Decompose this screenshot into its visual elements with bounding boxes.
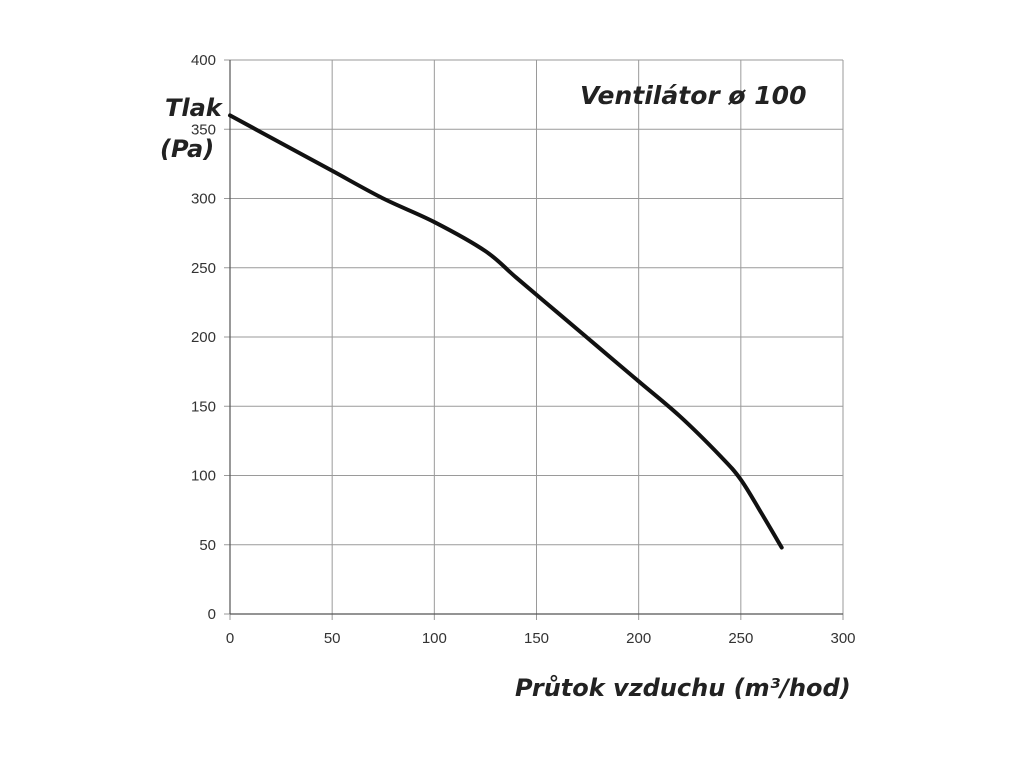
y-tick-label: 350: [191, 121, 216, 138]
pressure-curve: [228, 113, 784, 550]
chart-title: Ventilátor ø 100: [580, 81, 806, 110]
x-tick-label: 300: [830, 630, 855, 647]
y-tick-label: 150: [191, 398, 216, 415]
x-tick-labels: 0 50 100 150 200 250 300: [226, 630, 856, 647]
x-tick-label: 150: [524, 630, 549, 647]
y-tick-label: 400: [191, 52, 216, 69]
series-layer: [228, 113, 784, 550]
x-tick-label: 250: [728, 630, 753, 647]
x-tick-label: 200: [626, 630, 651, 647]
x-tick-label: 100: [422, 630, 447, 647]
y-axis-label-line2: (Pa): [160, 135, 214, 163]
y-tick-label: 250: [191, 260, 216, 277]
grid: [224, 59, 844, 620]
y-axis-label-line1: Tlak: [165, 94, 224, 122]
y-tick-label: 0: [208, 606, 216, 623]
y-tick-label: 50: [199, 537, 216, 554]
x-axis-label: Průtok vzduchu (m³/hod): [515, 674, 851, 702]
y-tick-label: 200: [191, 329, 216, 346]
y-tick-label: 100: [191, 468, 216, 485]
y-tick-label: 300: [191, 191, 216, 208]
x-tick-label: 50: [324, 630, 341, 647]
x-tick-label: 0: [226, 630, 234, 647]
y-tick-labels: 0 50 100 150 200 250 300 350 400: [191, 52, 216, 623]
